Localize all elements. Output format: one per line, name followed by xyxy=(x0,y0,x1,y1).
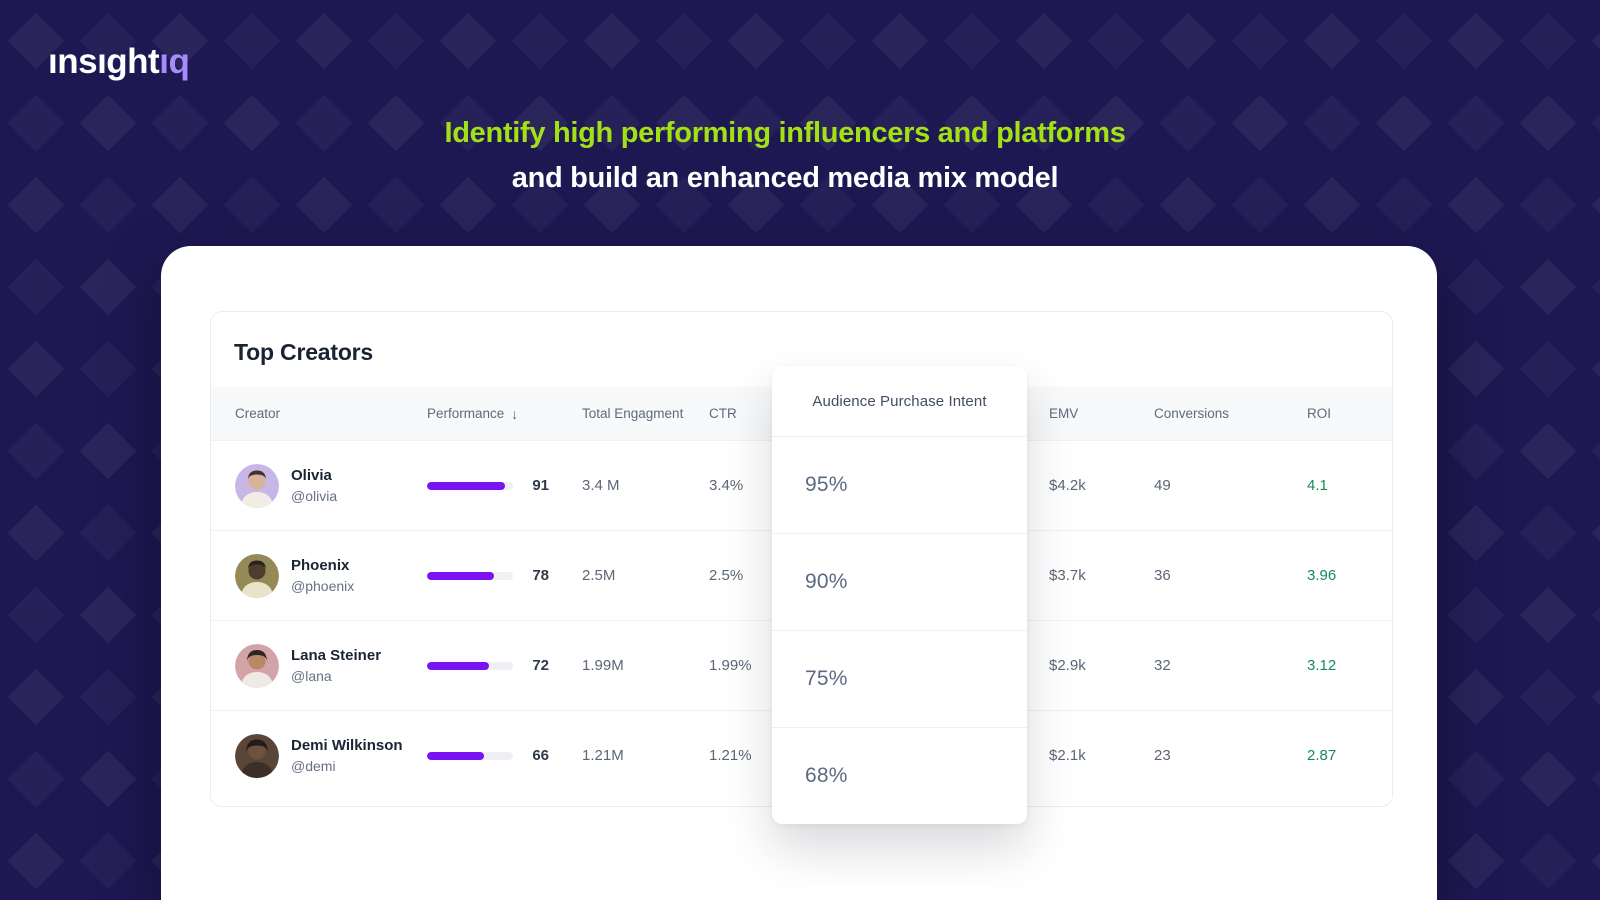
ctr-value: 2.5% xyxy=(709,567,744,584)
dashboard-card: Top Creators Creator Performance ↓ Total… xyxy=(161,246,1437,900)
ctr-value: 3.4% xyxy=(709,477,744,494)
performance-cell: 66 xyxy=(427,747,582,764)
creator-handle: @demi xyxy=(291,757,336,774)
purchase-intent-value: 75% xyxy=(772,631,1027,728)
col-header-engagement: Total Engagment xyxy=(582,406,684,421)
conversions-value: 23 xyxy=(1154,747,1171,764)
performance-cell: 91 xyxy=(427,477,582,494)
creator-handle: @phoenix xyxy=(291,577,355,594)
creator-name: Lana Steiner xyxy=(291,646,382,664)
avatar xyxy=(235,463,279,508)
performance-bar-fill xyxy=(427,571,495,580)
performance-value: 66 xyxy=(532,747,549,764)
ctr-value: 1.21% xyxy=(709,747,752,764)
creator-name: Phoenix xyxy=(291,556,350,574)
roi-value: 3.12 xyxy=(1307,657,1337,674)
col-header-conversions: Conversions xyxy=(1154,406,1230,421)
performance-bar-fill xyxy=(427,481,506,490)
performance-bar-track xyxy=(427,571,513,580)
purchase-intent-value: 90% xyxy=(772,534,1027,631)
creator-cell: Demi Wilkinson @demi xyxy=(235,733,427,778)
creator-name: Olivia xyxy=(291,466,332,484)
engagement-value: 2.5M xyxy=(582,567,616,584)
logo-text-iq: ıq xyxy=(159,42,190,81)
creator-handle: @olivia xyxy=(291,487,338,504)
creator-name: Demi Wilkinson xyxy=(291,736,403,754)
performance-cell: 78 xyxy=(427,567,582,584)
col-header-roi: ROI xyxy=(1307,406,1332,421)
creator-cell: Olivia @olivia xyxy=(235,463,427,508)
avatar xyxy=(235,553,279,598)
avatar xyxy=(235,643,279,688)
emv-value: $4.2k xyxy=(1049,477,1086,494)
col-header-performance[interactable]: Performance ↓ xyxy=(427,405,519,422)
conversions-value: 32 xyxy=(1154,657,1171,674)
overlay-title: Audience Purchase Intent xyxy=(772,366,1027,437)
roi-value: 4.1 xyxy=(1307,477,1328,494)
ctr-value: 1.99% xyxy=(709,657,752,674)
logo-text-insight: ınsıght xyxy=(48,42,160,81)
purchase-intent-value: 68% xyxy=(805,764,848,787)
col-header-ctr: CTR xyxy=(709,406,737,421)
performance-bar-track xyxy=(427,481,513,490)
roi-value: 2.87 xyxy=(1307,747,1337,764)
performance-bar-fill xyxy=(427,751,484,760)
hero-headline: Identify high performing influencers and… xyxy=(0,111,1570,201)
performance-bar-track xyxy=(427,751,513,760)
sort-descending-icon[interactable]: ↓ xyxy=(511,405,519,422)
hero-line-2: and build an enhanced media mix model xyxy=(511,162,1059,194)
conversions-value: 49 xyxy=(1154,477,1171,494)
creator-handle: @lana xyxy=(291,667,332,684)
insightiq-logo: ınsıght ıq xyxy=(48,42,190,81)
emv-value: $3.7k xyxy=(1049,567,1086,584)
avatar xyxy=(235,733,279,778)
performance-bar-track xyxy=(427,661,513,670)
roi-value: 3.96 xyxy=(1307,567,1337,584)
engagement-value: 3.4 M xyxy=(582,477,620,494)
performance-value: 78 xyxy=(532,567,549,584)
col-header-emv: EMV xyxy=(1049,406,1079,421)
hero-line-1: Identify high performing influencers and… xyxy=(444,117,1126,149)
performance-value: 91 xyxy=(532,477,549,494)
creator-cell: Lana Steiner @lana xyxy=(235,643,427,688)
col-header-creator: Creator xyxy=(235,406,281,421)
audience-purchase-intent-overlay: Audience Purchase Intent 95% 90% 75% 68% xyxy=(772,366,1027,824)
emv-value: $2.9k xyxy=(1049,657,1086,674)
performance-bar-fill xyxy=(427,661,489,670)
performance-value: 72 xyxy=(532,657,549,674)
purchase-intent-value: 95% xyxy=(772,437,1027,534)
performance-cell: 72 xyxy=(427,657,582,674)
emv-value: $2.1k xyxy=(1049,747,1086,764)
panel-title: Top Creators xyxy=(234,339,374,365)
conversions-value: 36 xyxy=(1154,567,1171,584)
engagement-value: 1.21M xyxy=(582,747,624,764)
engagement-value: 1.99M xyxy=(582,657,624,674)
creator-cell: Phoenix @phoenix xyxy=(235,553,427,598)
